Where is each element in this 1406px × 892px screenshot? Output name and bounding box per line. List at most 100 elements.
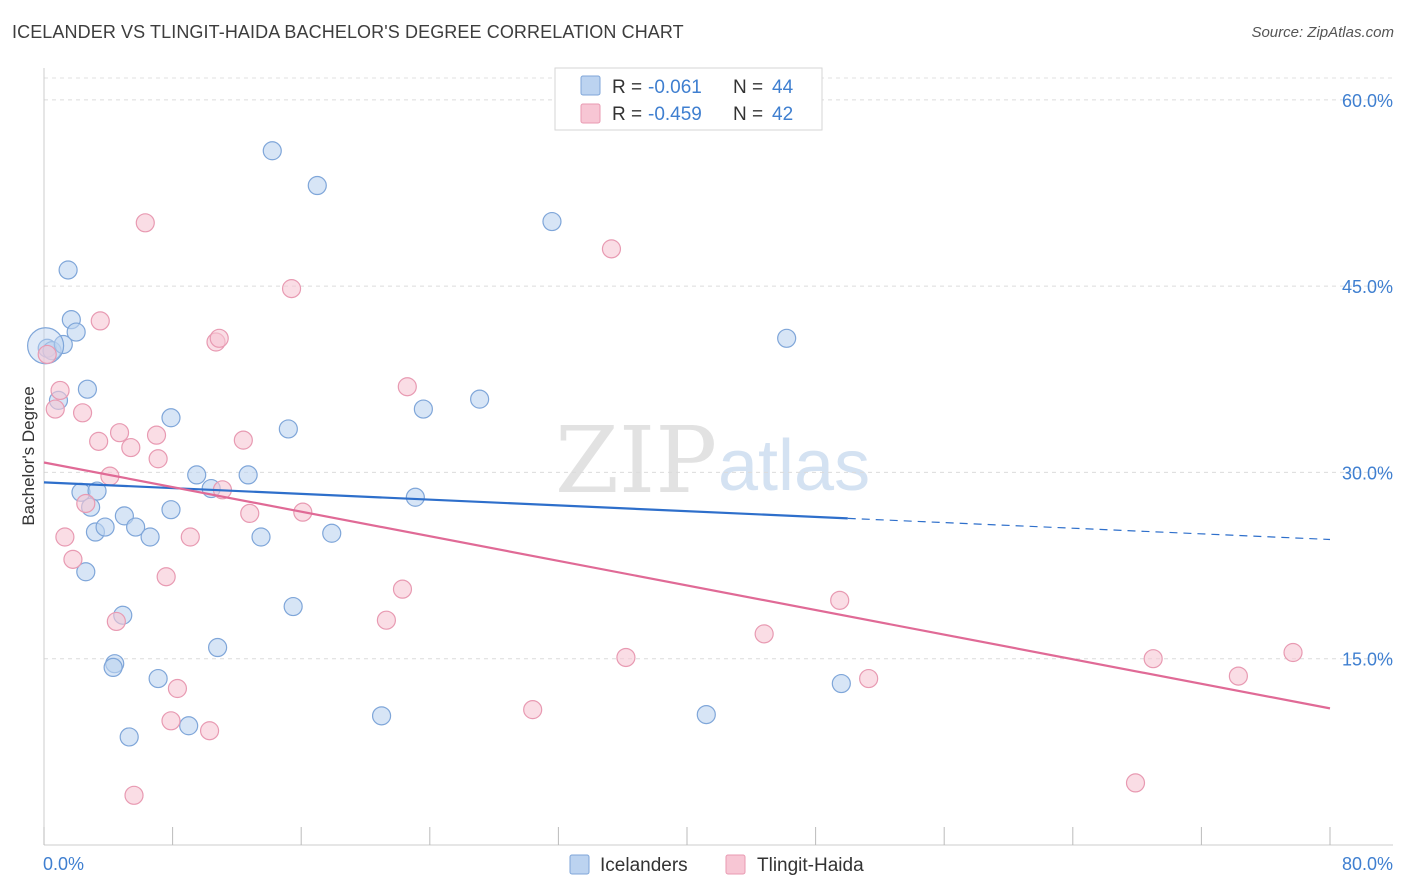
- tlingit-haida-n-label: N =: [733, 104, 763, 125]
- icelanders-point-19: [187, 465, 207, 485]
- tlingit-haida-point-26: [240, 503, 260, 524]
- tlingit-haida-point-35: [754, 624, 774, 644]
- tlingit-haida-point-38: [1143, 649, 1163, 669]
- tlingit-haida-point-23: [209, 328, 229, 348]
- tlingit-haida-point-4: [63, 549, 83, 569]
- trend-lines: [43, 461, 1331, 710]
- icelanders-point-13: [76, 562, 96, 582]
- tlingit-haida-point-16: [148, 449, 168, 469]
- tlingit-haida-point-39: [1125, 773, 1146, 793]
- legend-icelanders-label: Icelanders: [600, 855, 688, 876]
- tlingit-haida-point-18: [161, 711, 181, 731]
- tlingit-haida-point-41: [1283, 642, 1303, 663]
- watermark-atlas: atlas: [718, 426, 870, 506]
- tlingit-haida-point-7: [90, 311, 110, 331]
- icelanders-point-4: [58, 260, 78, 280]
- icelanders-point-7: [77, 379, 98, 399]
- tlingit-haida-point-6: [76, 493, 96, 514]
- icelanders-point-21: [238, 465, 258, 485]
- tlingit-haida-point-40: [1228, 666, 1248, 686]
- tlingit-haida-swatch: [580, 103, 601, 124]
- tlingit-haida-points: [37, 213, 1303, 805]
- gridlines: [44, 77, 1393, 660]
- y-tick-label-15: 15.0%: [1342, 650, 1393, 670]
- y-tick-labels: 15.0% 30.0% 45.0% 60.0%: [1342, 91, 1393, 670]
- icelanders-point-25: [283, 596, 303, 617]
- icelanders-point-18: [161, 500, 181, 520]
- icelanders-point-17: [161, 408, 181, 428]
- tlingit-haida-point-34: [616, 647, 636, 668]
- icelanders-point-34: [119, 727, 139, 747]
- tlingit-haida-point-31: [397, 377, 417, 397]
- y-tick-label-45: 45.0%: [1342, 277, 1393, 297]
- icelanders-trend-extension: [847, 517, 1331, 541]
- stats-legend: R = -0.061 N = 44 R = -0.459 N = 42: [554, 67, 823, 131]
- icelanders-point-38: [470, 389, 490, 409]
- icelanders-point-39: [542, 211, 562, 232]
- icelanders-point-16: [140, 527, 160, 547]
- tlingit-haida-point-30: [392, 579, 413, 599]
- watermark-zip: ZIP: [555, 407, 717, 514]
- icelanders-point-41: [696, 704, 716, 725]
- series-legend: Icelanders Tlingit-Haida: [569, 854, 864, 876]
- icelanders-swatch: [580, 75, 601, 96]
- tlingit-haida-point-36: [830, 590, 850, 610]
- tlingit-haida-point-11: [109, 423, 130, 443]
- icelanders-point-24: [278, 419, 298, 439]
- icelanders-point-42: [831, 673, 851, 694]
- legend-icelanders-swatch: [569, 854, 590, 875]
- icelanders-point-31: [148, 668, 168, 689]
- source-credit: Source: ZipAtlas.com: [1251, 24, 1394, 41]
- tlingit-haida-point-27: [281, 279, 302, 299]
- tlingit-haida-point-14: [135, 213, 155, 233]
- icelanders-point-40: [777, 328, 797, 348]
- y-tick-label-60: 60.0%: [1342, 91, 1393, 111]
- icelanders-n-label: N =: [733, 77, 763, 98]
- icelanders-point-6: [66, 322, 86, 342]
- x-tick-label-max: 80.0%: [1342, 854, 1393, 874]
- icelanders-point-12: [95, 517, 115, 537]
- tlingit-haida-point-25: [233, 430, 253, 450]
- icelanders-point-32: [208, 637, 228, 658]
- legend-tlingit-haida-swatch: [725, 854, 746, 875]
- icelanders-point-33: [179, 716, 199, 736]
- tlingit-haida-point-2: [50, 380, 70, 401]
- legend-tlingit-haida-label: Tlingit-Haida: [757, 855, 864, 876]
- tlingit-haida-point-32: [523, 700, 543, 720]
- tlingit-haida-point-37: [859, 668, 879, 689]
- tlingit-haida-point-1: [45, 399, 65, 419]
- tlingit-haida-point-8: [89, 431, 109, 451]
- icelanders-point-26: [307, 175, 327, 196]
- tlingit-haida-r-value: -0.459: [648, 104, 702, 125]
- tlingit-haida-point-15: [146, 425, 167, 445]
- tlingit-haida-point-0: [37, 344, 57, 365]
- tlingit-haida-point-21: [199, 721, 220, 741]
- tlingit-haida-point-3: [55, 527, 75, 547]
- tlingit-haida-point-13: [124, 785, 144, 805]
- icelanders-n-value: 44: [772, 77, 794, 98]
- tlingit-haida-point-29: [376, 610, 396, 630]
- icelanders-r-value: -0.061: [648, 77, 702, 98]
- axes: [43, 68, 1393, 846]
- icelanders-r-label: R =: [612, 77, 642, 98]
- tlingit-haida-r-label: R =: [612, 104, 642, 125]
- icelanders-point-15: [126, 517, 146, 537]
- tlingit-haida-point-12: [121, 437, 141, 458]
- icelanders-point-37: [413, 399, 433, 419]
- chart-title: ICELANDER VS TLINGIT-HAIDA BACHELOR'S DE…: [12, 22, 684, 42]
- icelanders-point-36: [405, 487, 425, 507]
- x-tick-label-min: 0.0%: [43, 854, 84, 874]
- icelanders-point-27: [322, 523, 342, 543]
- y-tick-label-30: 30.0%: [1342, 463, 1393, 483]
- y-axis-title: Bachelor's Degree: [19, 386, 38, 525]
- icelanders-point-30: [103, 657, 123, 678]
- tlingit-haida-point-20: [180, 527, 200, 547]
- tlingit-haida-point-17: [156, 567, 176, 587]
- tlingit-haida-n-value: 42: [772, 104, 793, 125]
- tlingit-haida-point-33: [601, 239, 622, 259]
- tlingit-haida-point-19: [167, 678, 188, 699]
- icelanders-point-22: [251, 527, 271, 547]
- icelanders-point-10: [87, 481, 107, 501]
- icelanders-point-23: [262, 141, 282, 161]
